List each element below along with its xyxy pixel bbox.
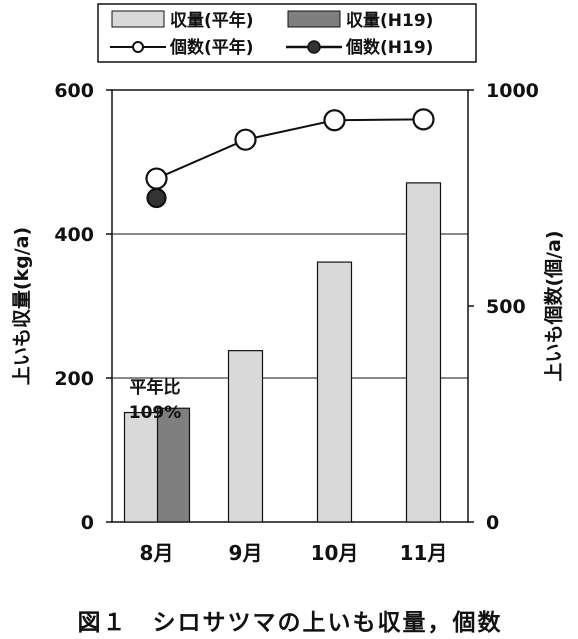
y-right-tick-500: 500 [486, 296, 526, 318]
bar-収量(平年)-11月 [405, 182, 442, 523]
bar-収量(H19)-8月 [156, 407, 191, 523]
bar-収量(平年)-9月 [227, 350, 264, 523]
category-label-3: 11月 [400, 541, 448, 565]
point-個数(平年)-10月 [323, 109, 346, 132]
category-labels: 8月 9月 10月 11月 [140, 541, 448, 565]
y-left-tick-0: 0 [81, 512, 94, 534]
y-left-tick-200: 200 [54, 368, 94, 390]
legend-label-bar-0: 収量(平年) [170, 10, 254, 31]
point-個数(H19)-8月 [146, 187, 167, 209]
y-right-tick-1000: 1000 [486, 80, 539, 102]
annotation-line-1: 平年比 [130, 377, 181, 398]
legend-label-line-0: 個数(平年) [169, 37, 254, 58]
figure-caption: 図１ シロサツマの上いも収量，個数 [78, 610, 503, 636]
point-個数(平年)-9月 [234, 128, 257, 151]
legend-marker-0 [132, 41, 144, 53]
legend-swatch-bar-0 [111, 10, 165, 28]
y-left-title: 上いも収量(kg/a) [11, 227, 33, 385]
category-label-2: 10月 [311, 541, 359, 565]
point-個数(平年)-8月 [145, 167, 168, 190]
legend-marker-1 [307, 40, 321, 54]
bar-収量(平年)-8月 [123, 411, 160, 523]
legend-label-line-1: 個数(H19) [345, 37, 433, 58]
y-right-ticks: 0 500 1000 [468, 80, 539, 534]
y-right-title: 上いも個数(個/a) [542, 230, 565, 381]
legend-label-bar-1: 収量(H19) [346, 10, 433, 31]
bars [123, 182, 442, 523]
annotation-line-2: 109% [129, 403, 182, 423]
y-left-ticks: 0 200 400 600 [54, 80, 112, 534]
y-left-tick-600: 600 [54, 80, 94, 102]
category-label-0: 8月 [140, 541, 174, 565]
lines [145, 108, 435, 209]
legend: 収量(平年) 収量(H19) 個数(平年) 個数(H19) [97, 3, 477, 63]
category-label-1: 9月 [229, 541, 263, 565]
y-left-tick-400: 400 [54, 224, 94, 246]
line-series-0 [156, 118, 424, 180]
legend-swatch-bar-1 [287, 10, 341, 28]
point-個数(平年)-11月 [412, 108, 435, 131]
y-right-tick-0: 0 [486, 512, 499, 534]
bar-収量(平年)-10月 [316, 261, 353, 523]
